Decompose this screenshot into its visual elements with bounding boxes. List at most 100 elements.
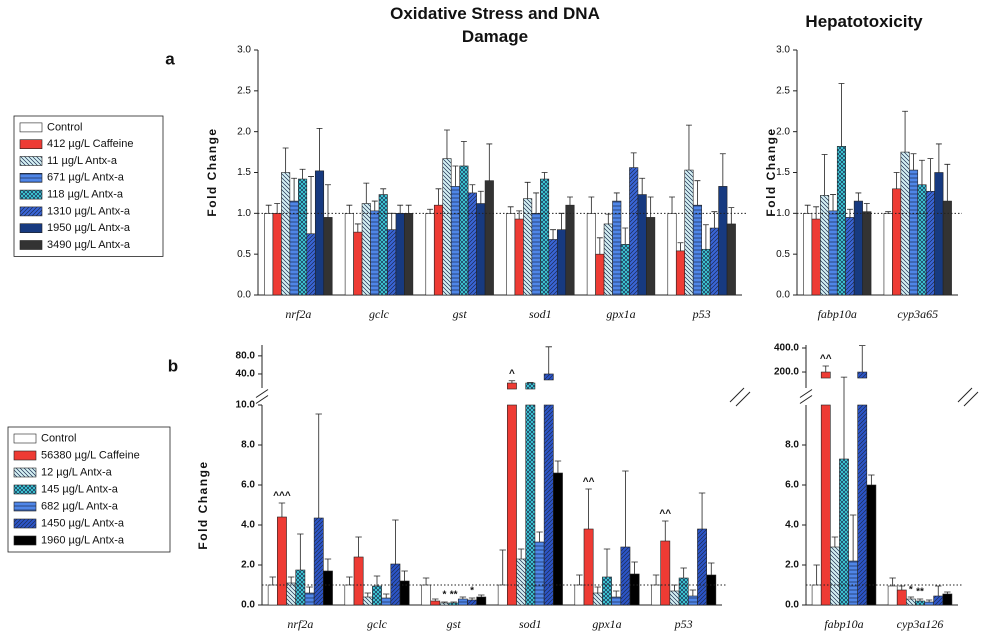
y-tick-label: 0.0: [241, 600, 255, 611]
error-bar: [585, 488, 592, 529]
x-tick-label: sod1: [519, 617, 542, 631]
error-bar: [499, 549, 506, 585]
y-tick-label: 2.5: [776, 85, 790, 96]
error-bar: [545, 346, 552, 374]
error-bar: [622, 470, 629, 547]
bar: [845, 217, 855, 296]
x-tick-label: p53: [674, 617, 693, 631]
y-tick-label: 400.0: [774, 343, 799, 354]
panel-divider: [729, 387, 979, 407]
bar: [896, 589, 907, 606]
bar: [476, 203, 486, 296]
error-bar: [308, 176, 315, 234]
legend-swatch: [19, 240, 43, 250]
y-tick-label: 10.0: [236, 400, 256, 411]
error-bar: [371, 200, 378, 211]
bar: [506, 213, 516, 296]
y-axis-label: Fold Change: [196, 460, 210, 549]
error-bar: [550, 229, 557, 240]
legend-label: 11 µg/L Antx-a: [47, 155, 118, 167]
bar: [651, 584, 661, 606]
y-tick-label: 0.0: [237, 290, 251, 301]
bar: [687, 595, 698, 606]
bar: [399, 580, 410, 606]
bar: [387, 229, 397, 296]
x-tick-label: gst: [447, 617, 462, 631]
bar: [839, 458, 849, 606]
error-bar: [677, 242, 684, 251]
bar: [344, 584, 355, 606]
bar: [684, 169, 694, 296]
error-bar: [612, 590, 620, 597]
bar: [678, 577, 689, 606]
bar: [892, 188, 902, 296]
bar: [553, 472, 563, 606]
error-bar: [554, 460, 562, 473]
bar: [497, 584, 508, 606]
bar: [344, 213, 354, 296]
error-bar: [274, 203, 281, 214]
y-tick-label: 0.0: [785, 600, 799, 611]
annotation: ^: [509, 368, 515, 379]
error-bar: [533, 192, 540, 214]
bar: [883, 213, 893, 296]
error-bar: [508, 380, 516, 384]
bar: [531, 213, 541, 296]
bar: [811, 584, 822, 606]
error-bar: [558, 212, 565, 230]
legend-label: 1950 µg/L Antx-a: [47, 222, 131, 234]
bar: [378, 194, 388, 296]
bar: [507, 404, 517, 606]
chart-title: Oxidative Stress and DNA Damage: [390, 4, 600, 46]
error-bar: [315, 413, 322, 518]
error-bar: [708, 562, 715, 575]
error-bar: [838, 83, 845, 147]
x-tick-label: fabp10a: [824, 617, 863, 631]
bar: [629, 573, 640, 606]
bar: [620, 546, 631, 606]
bar: [362, 596, 373, 606]
bar: [942, 593, 953, 606]
y-tick-label: 6.0: [241, 480, 255, 491]
bar: [718, 186, 728, 296]
legend-label: Control: [47, 121, 82, 133]
bar: [900, 151, 910, 296]
error-bar: [711, 211, 718, 229]
bar: [277, 516, 287, 606]
annotation: *: [909, 585, 913, 596]
bar: [467, 192, 477, 296]
error-bar: [354, 223, 361, 233]
bar: [442, 158, 452, 296]
bar: [439, 602, 450, 606]
legend-label: 1450 µg/L Antx-a: [41, 517, 125, 529]
bar: [934, 172, 944, 296]
legend-label: 1310 µg/L Antx-a: [47, 205, 131, 217]
y-tick-label: 2.0: [237, 126, 251, 137]
bar: [709, 227, 719, 296]
y-tick-label: 3.0: [776, 45, 790, 56]
bar: [314, 170, 325, 296]
bar: [430, 600, 441, 606]
bar: [353, 556, 364, 606]
bar: [830, 546, 840, 606]
legend-label: 56380 µg/L Caffeine: [41, 449, 140, 461]
y-tick-label: 2.0: [776, 126, 790, 137]
error-bar: [821, 154, 828, 196]
error-bar: [907, 596, 915, 599]
x-tick-label: nrf2a: [285, 307, 311, 321]
y-tick-label: 2.5: [237, 85, 251, 96]
bar-break-marker: [820, 371, 831, 379]
error-bar: [265, 204, 272, 214]
y-tick-label: 2.0: [785, 560, 799, 571]
y-tick-label: 40.0: [236, 369, 256, 380]
error-bar: [622, 227, 629, 245]
error-bar: [517, 548, 525, 559]
error-bar: [588, 196, 595, 214]
error-bar: [355, 536, 362, 557]
error-bar: [469, 184, 476, 193]
error-bar: [441, 601, 448, 603]
bar: [525, 404, 536, 606]
error-bar: [685, 124, 692, 171]
bar: [574, 584, 585, 606]
legend-swatch: [13, 501, 37, 512]
